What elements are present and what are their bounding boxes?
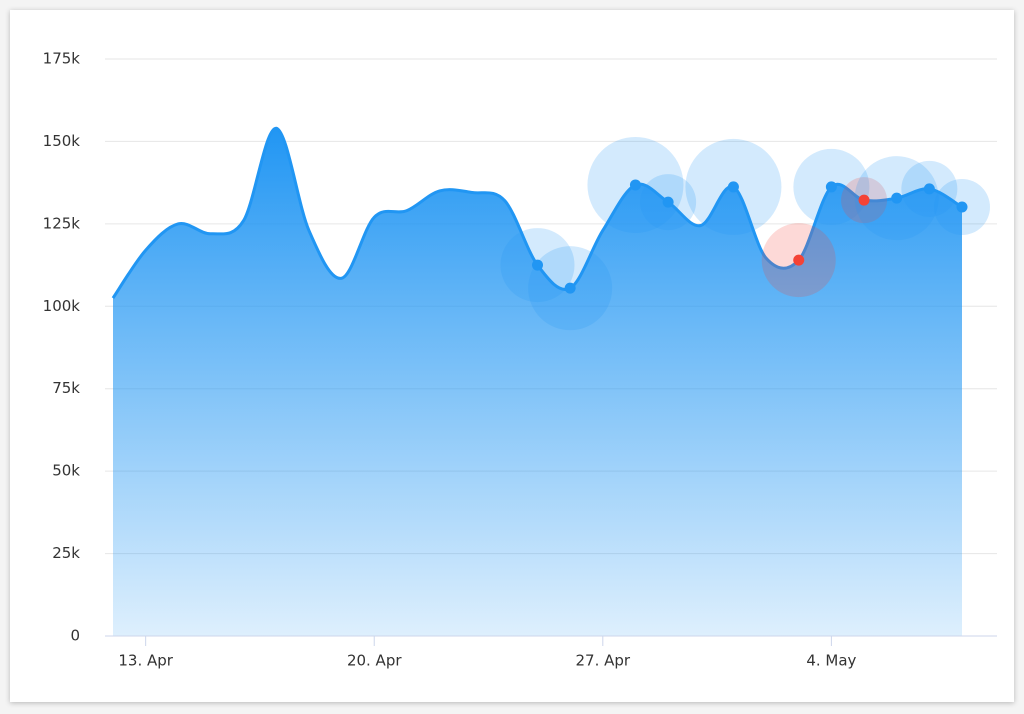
- x-tick-label: 13. Apr: [118, 652, 173, 670]
- x-tick-label: 4. May: [806, 652, 856, 670]
- y-tick-label: 0: [70, 627, 80, 645]
- point: [662, 196, 674, 208]
- point: [532, 259, 543, 271]
- y-tick-label: 175k: [43, 50, 81, 68]
- x-tick-label: 20. Apr: [347, 652, 402, 670]
- y-tick-label: 75k: [52, 379, 80, 397]
- point: [923, 183, 935, 195]
- point: [793, 254, 805, 266]
- y-tick-label: 100k: [43, 297, 81, 315]
- y-tick-label: 25k: [52, 544, 80, 562]
- point: [891, 192, 903, 204]
- area-fill: [113, 128, 962, 636]
- x-tick-label: 27. Apr: [576, 652, 631, 670]
- point: [858, 194, 870, 206]
- point: [564, 282, 576, 294]
- y-tick-label: 50k: [52, 462, 80, 480]
- y-tick-label: 150k: [43, 132, 81, 150]
- y-tick-label: 125k: [43, 214, 81, 232]
- point: [629, 179, 641, 191]
- point: [956, 201, 968, 213]
- point: [727, 181, 739, 193]
- point: [825, 181, 837, 193]
